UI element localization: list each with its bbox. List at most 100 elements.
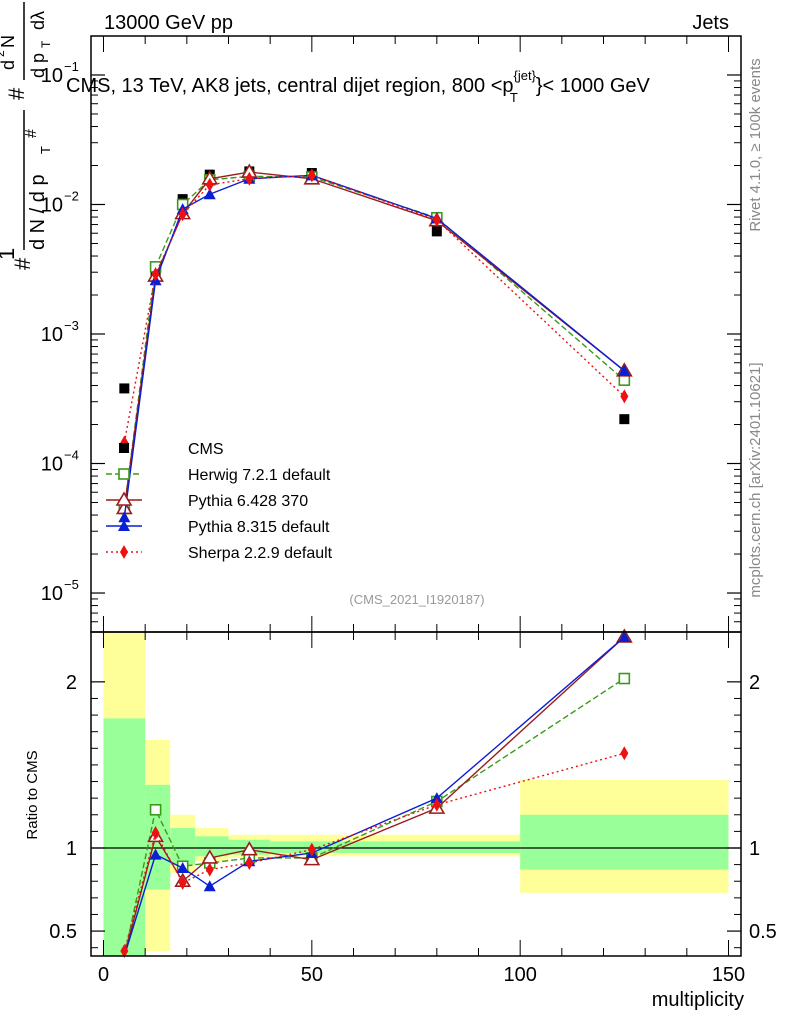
ratio-point-pythia8: [618, 630, 631, 642]
legend-label-pythia8: Pythia 8.315 default: [188, 519, 330, 536]
ratio-y-axis-label: Ratio to CMS: [24, 750, 41, 839]
main-axes: 10−110−210−310−410−5: [41, 35, 741, 632]
title-subscript: T: [510, 90, 518, 105]
legend-marker-cms: [119, 443, 129, 453]
main-line-pythia8: [123, 174, 625, 518]
ratio-ytick-label-right: 1: [749, 838, 760, 860]
svg-text:d p: d p: [28, 53, 48, 78]
svg-text:1: 1: [0, 248, 19, 260]
header-left-label: 13000 GeV pp: [104, 12, 233, 34]
legend-marker-herwig: [118, 468, 130, 480]
svg-text:T: T: [38, 146, 53, 154]
ratio-panel-frame: [90, 631, 742, 957]
main-y-axis-label: # 1 d N / d p T # # d 2 N d p T dλ: [0, 2, 53, 270]
ratio-uncertainty-bands: [91, 632, 741, 956]
band-green-2: [170, 828, 196, 865]
ratio-point-sherpa: [151, 826, 160, 841]
x-tick-label: 100: [503, 964, 536, 986]
x-tick-label: 150: [712, 964, 745, 986]
svg-text:2: 2: [0, 50, 7, 57]
title-end: }< 1000 GeV: [536, 75, 651, 97]
ratio-ytick-label: 2: [66, 672, 77, 694]
ratio-point-sherpa: [245, 855, 254, 870]
ratio-point-sherpa: [205, 862, 214, 877]
main-point-cms: [119, 383, 130, 394]
svg-text:#: #: [23, 129, 40, 138]
x-tick-label: 0: [98, 964, 109, 986]
ratio-point-pythia6: [303, 851, 321, 866]
legend-label-cms: CMS: [188, 441, 224, 458]
legend-label-sherpa: Sherpa 2.2.9 default: [188, 545, 333, 562]
main-point-sherpa: [245, 171, 254, 186]
svg-text:#: #: [4, 87, 29, 100]
main-series-cms: [119, 166, 630, 425]
main-point-sherpa: [151, 267, 160, 282]
ratio-point-pythia6: [240, 841, 258, 856]
mcplots-label: mcplots.cern.ch [arXiv:2401.10621]: [747, 362, 764, 597]
legend-label-herwig: Herwig 7.2.1 default: [188, 467, 331, 484]
main-panel-frame: [90, 35, 742, 633]
ratio-series-sherpa: [120, 746, 629, 959]
ratio-series: [120, 628, 633, 959]
ratio-line-pythia8: [123, 636, 625, 957]
band-green-0: [103, 718, 146, 956]
ratio-line-sherpa: [123, 752, 625, 952]
legend: CMS Herwig 7.2.1 default Pythia 6.428 370 P…: [106, 441, 333, 562]
svg-text:N: N: [0, 35, 18, 48]
ratio-point-herwig: [618, 672, 631, 685]
ratio-ytick-label: 1: [66, 838, 77, 860]
band-green-7: [520, 814, 729, 870]
ratio-ytick-label-right: 2: [749, 672, 760, 694]
main-ytick-label: 10: [41, 194, 63, 216]
ratio-point-sherpa: [620, 746, 629, 761]
ratio-point-pythia8: [149, 848, 162, 860]
main-point-pythia8: [203, 188, 216, 200]
ratio-axes: 0.5 0.5 1 1 2 2 0 50 100 150: [49, 632, 777, 986]
main-ytick-label: 10: [41, 324, 63, 346]
ratio-point-pythia8: [203, 880, 216, 892]
title-main: CMS, 13 TeV, AK8 jets, central dijet reg…: [66, 75, 514, 97]
main-ytick-exponent: −4: [64, 448, 79, 463]
analysis-watermark: (CMS_2021_I1920187): [349, 592, 484, 607]
main-ytick-exponent: −2: [64, 188, 79, 203]
band-green-3: [195, 836, 229, 857]
ratio-point-pythia8: [176, 861, 189, 873]
ratio-ytick-label: 0.5: [49, 921, 77, 943]
main-line-sherpa: [123, 174, 625, 443]
svg-text:d N / d p: d N / d p: [27, 174, 49, 250]
x-axis-label: multiplicity: [652, 989, 744, 1011]
ratio-point-sherpa: [120, 944, 129, 959]
main-series-pythia8: [118, 169, 631, 523]
ratio-point-sherpa: [432, 797, 441, 812]
svg-text:dλ: dλ: [28, 11, 48, 30]
main-series-herwig: [118, 170, 631, 515]
main-ytick-exponent: −5: [64, 577, 79, 592]
main-point-pythia8: [618, 364, 631, 376]
main-series-sherpa: [120, 168, 629, 450]
main-point-sherpa: [432, 212, 441, 227]
legend-marker-pythia8: [118, 520, 130, 531]
ratio-point-herwig: [149, 803, 162, 816]
main-ytick-exponent: −1: [64, 59, 79, 74]
x-tick-label: 50: [301, 964, 323, 986]
ratio-line-pythia6: [123, 636, 625, 957]
band-green-6: [353, 841, 521, 853]
ratio-ytick-label-right: 0.5: [749, 921, 777, 943]
main-series: [115, 163, 633, 523]
main-ytick-exponent: −3: [64, 318, 79, 333]
main-point-sherpa: [205, 177, 214, 192]
main-ytick-label: 10: [41, 65, 63, 87]
main-line-herwig: [123, 175, 625, 509]
svg-text:#: #: [10, 257, 35, 270]
ratio-series-pythia8: [123, 630, 631, 957]
plot-title: CMS, 13 TeV, AK8 jets, central dijet reg…: [66, 68, 651, 105]
title-superscript: {jet}: [514, 68, 537, 83]
main-point-sherpa: [620, 389, 629, 404]
ratio-point-pythia8: [430, 792, 443, 804]
main-series-pythia6: [115, 163, 633, 515]
legend-marker-sherpa: [120, 545, 128, 559]
svg-text:d: d: [0, 60, 18, 70]
ratio-point-sherpa: [307, 842, 316, 857]
main-ytick-label: 10: [41, 454, 63, 476]
